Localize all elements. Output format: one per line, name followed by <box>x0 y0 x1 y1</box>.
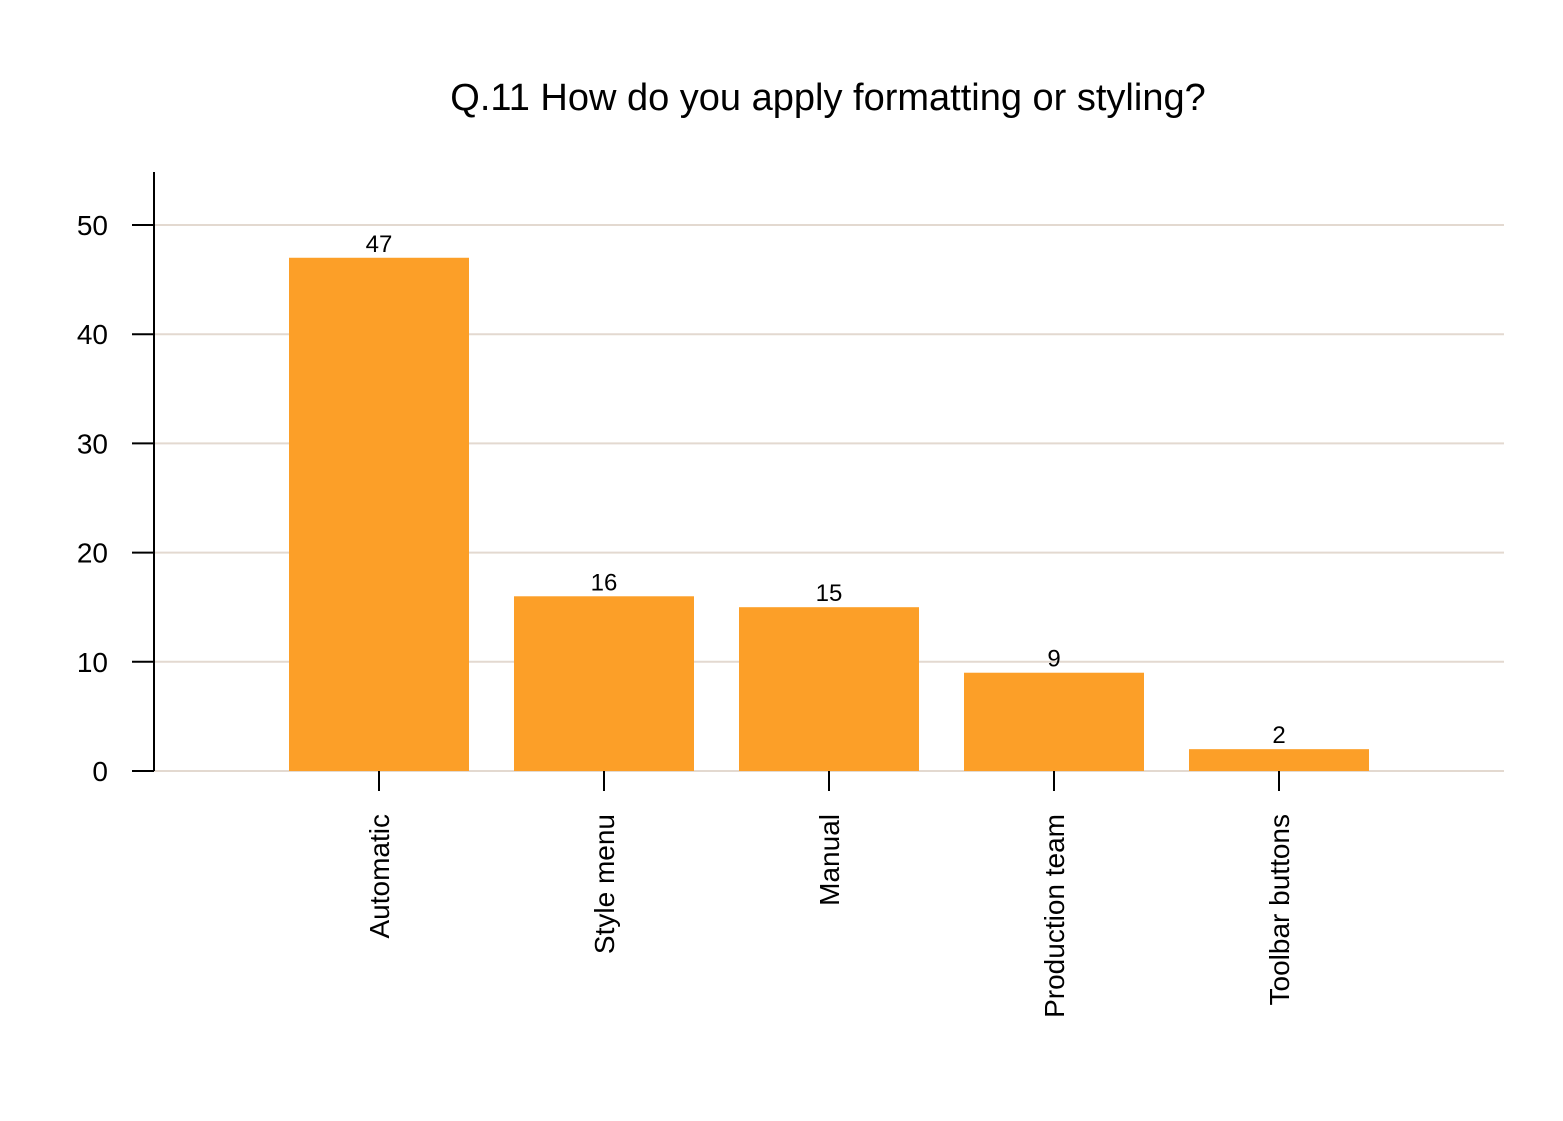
x-category-label: Automatic <box>364 814 395 939</box>
bars <box>289 257 1369 771</box>
y-tick-label: 0 <box>92 756 108 787</box>
bar-value-label: 15 <box>816 580 843 607</box>
bar <box>1189 749 1369 771</box>
x-category-label: Production team <box>1039 814 1070 1018</box>
bar <box>289 257 469 771</box>
bar-value-label: 47 <box>366 231 393 258</box>
y-tick-label: 40 <box>77 319 108 350</box>
x-category-label: Toolbar buttons <box>1264 814 1295 1005</box>
x-category-label: Style menu <box>589 814 620 954</box>
labels: 0 10 20 30 40 50 47 Automatic 16 Style menu 15 Manu… <box>77 210 1295 1018</box>
chart-title: Q.11 How do you apply formatting or styl… <box>450 77 1205 119</box>
bar <box>514 596 694 771</box>
y-tick-label: 30 <box>77 428 108 459</box>
bar <box>739 607 919 771</box>
x-category-label: Manual <box>814 814 845 906</box>
bar-value-label: 2 <box>1272 722 1285 749</box>
y-tick-label: 50 <box>77 210 108 241</box>
y-tick-label: 20 <box>77 538 108 569</box>
bar-value-label: 9 <box>1047 646 1060 673</box>
bar <box>964 672 1144 771</box>
axes <box>132 172 1280 791</box>
y-tick-label: 10 <box>77 647 108 678</box>
bar-value-label: 16 <box>591 569 618 596</box>
